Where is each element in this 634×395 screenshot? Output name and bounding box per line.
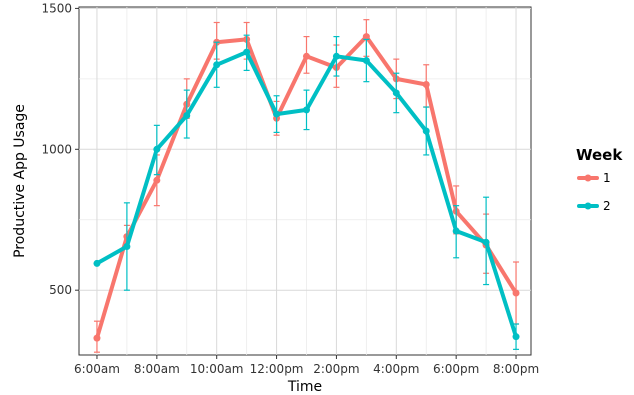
x-axis: 6:00am 8:00am 10:00am 12:00pm 2:00pm 4:00pm 6:… (74, 355, 539, 376)
data-point (302, 106, 310, 114)
x-tick-label: 12:00pm (250, 362, 304, 376)
data-point (422, 127, 430, 135)
data-point (362, 57, 370, 65)
data-point (93, 259, 101, 267)
x-tick-label: 8:00pm (493, 362, 539, 376)
y-tick-label: 1500 (41, 1, 72, 15)
y-tick-label: 500 (49, 283, 72, 297)
y-axis-title: Productive App Usage (12, 104, 28, 258)
x-tick-label: 6:00am (74, 362, 120, 376)
data-point (302, 52, 310, 60)
data-point (183, 111, 191, 119)
series-1 (93, 19, 520, 353)
data-point (332, 52, 340, 60)
legend-title: Week (576, 146, 623, 164)
legend-key-2: 2 (577, 199, 611, 213)
data-point (392, 89, 400, 97)
y-axis: 500 1000 1500 (41, 1, 79, 297)
x-tick-label: 4:00pm (373, 362, 419, 376)
x-tick-label: 8:00am (134, 362, 180, 376)
y-tick-label: 1000 (41, 142, 72, 156)
legend-label: 1 (603, 171, 611, 185)
legend-key-1: 1 (577, 171, 611, 185)
x-tick-label: 2:00pm (313, 362, 359, 376)
data-point (123, 243, 131, 251)
data-point (93, 334, 101, 342)
x-axis-title: Time (287, 379, 322, 395)
data-point (273, 110, 281, 118)
data-point (452, 227, 460, 235)
data-point (512, 333, 520, 341)
series-layer (93, 19, 520, 353)
x-tick-label: 10:00am (190, 362, 244, 376)
series-2 (93, 34, 520, 350)
legend-swatch-point (584, 202, 592, 210)
data-point (213, 61, 221, 69)
data-point (482, 238, 490, 246)
legend-swatch-point (584, 174, 592, 182)
data-point (362, 33, 370, 41)
legend-label: 2 (603, 199, 611, 213)
x-tick-label: 6:00pm (433, 362, 479, 376)
data-point (153, 176, 161, 184)
data-point (153, 145, 161, 153)
data-point (512, 289, 520, 297)
legend: Week 1 2 (576, 146, 623, 213)
data-point (243, 48, 251, 56)
data-point (422, 80, 430, 88)
